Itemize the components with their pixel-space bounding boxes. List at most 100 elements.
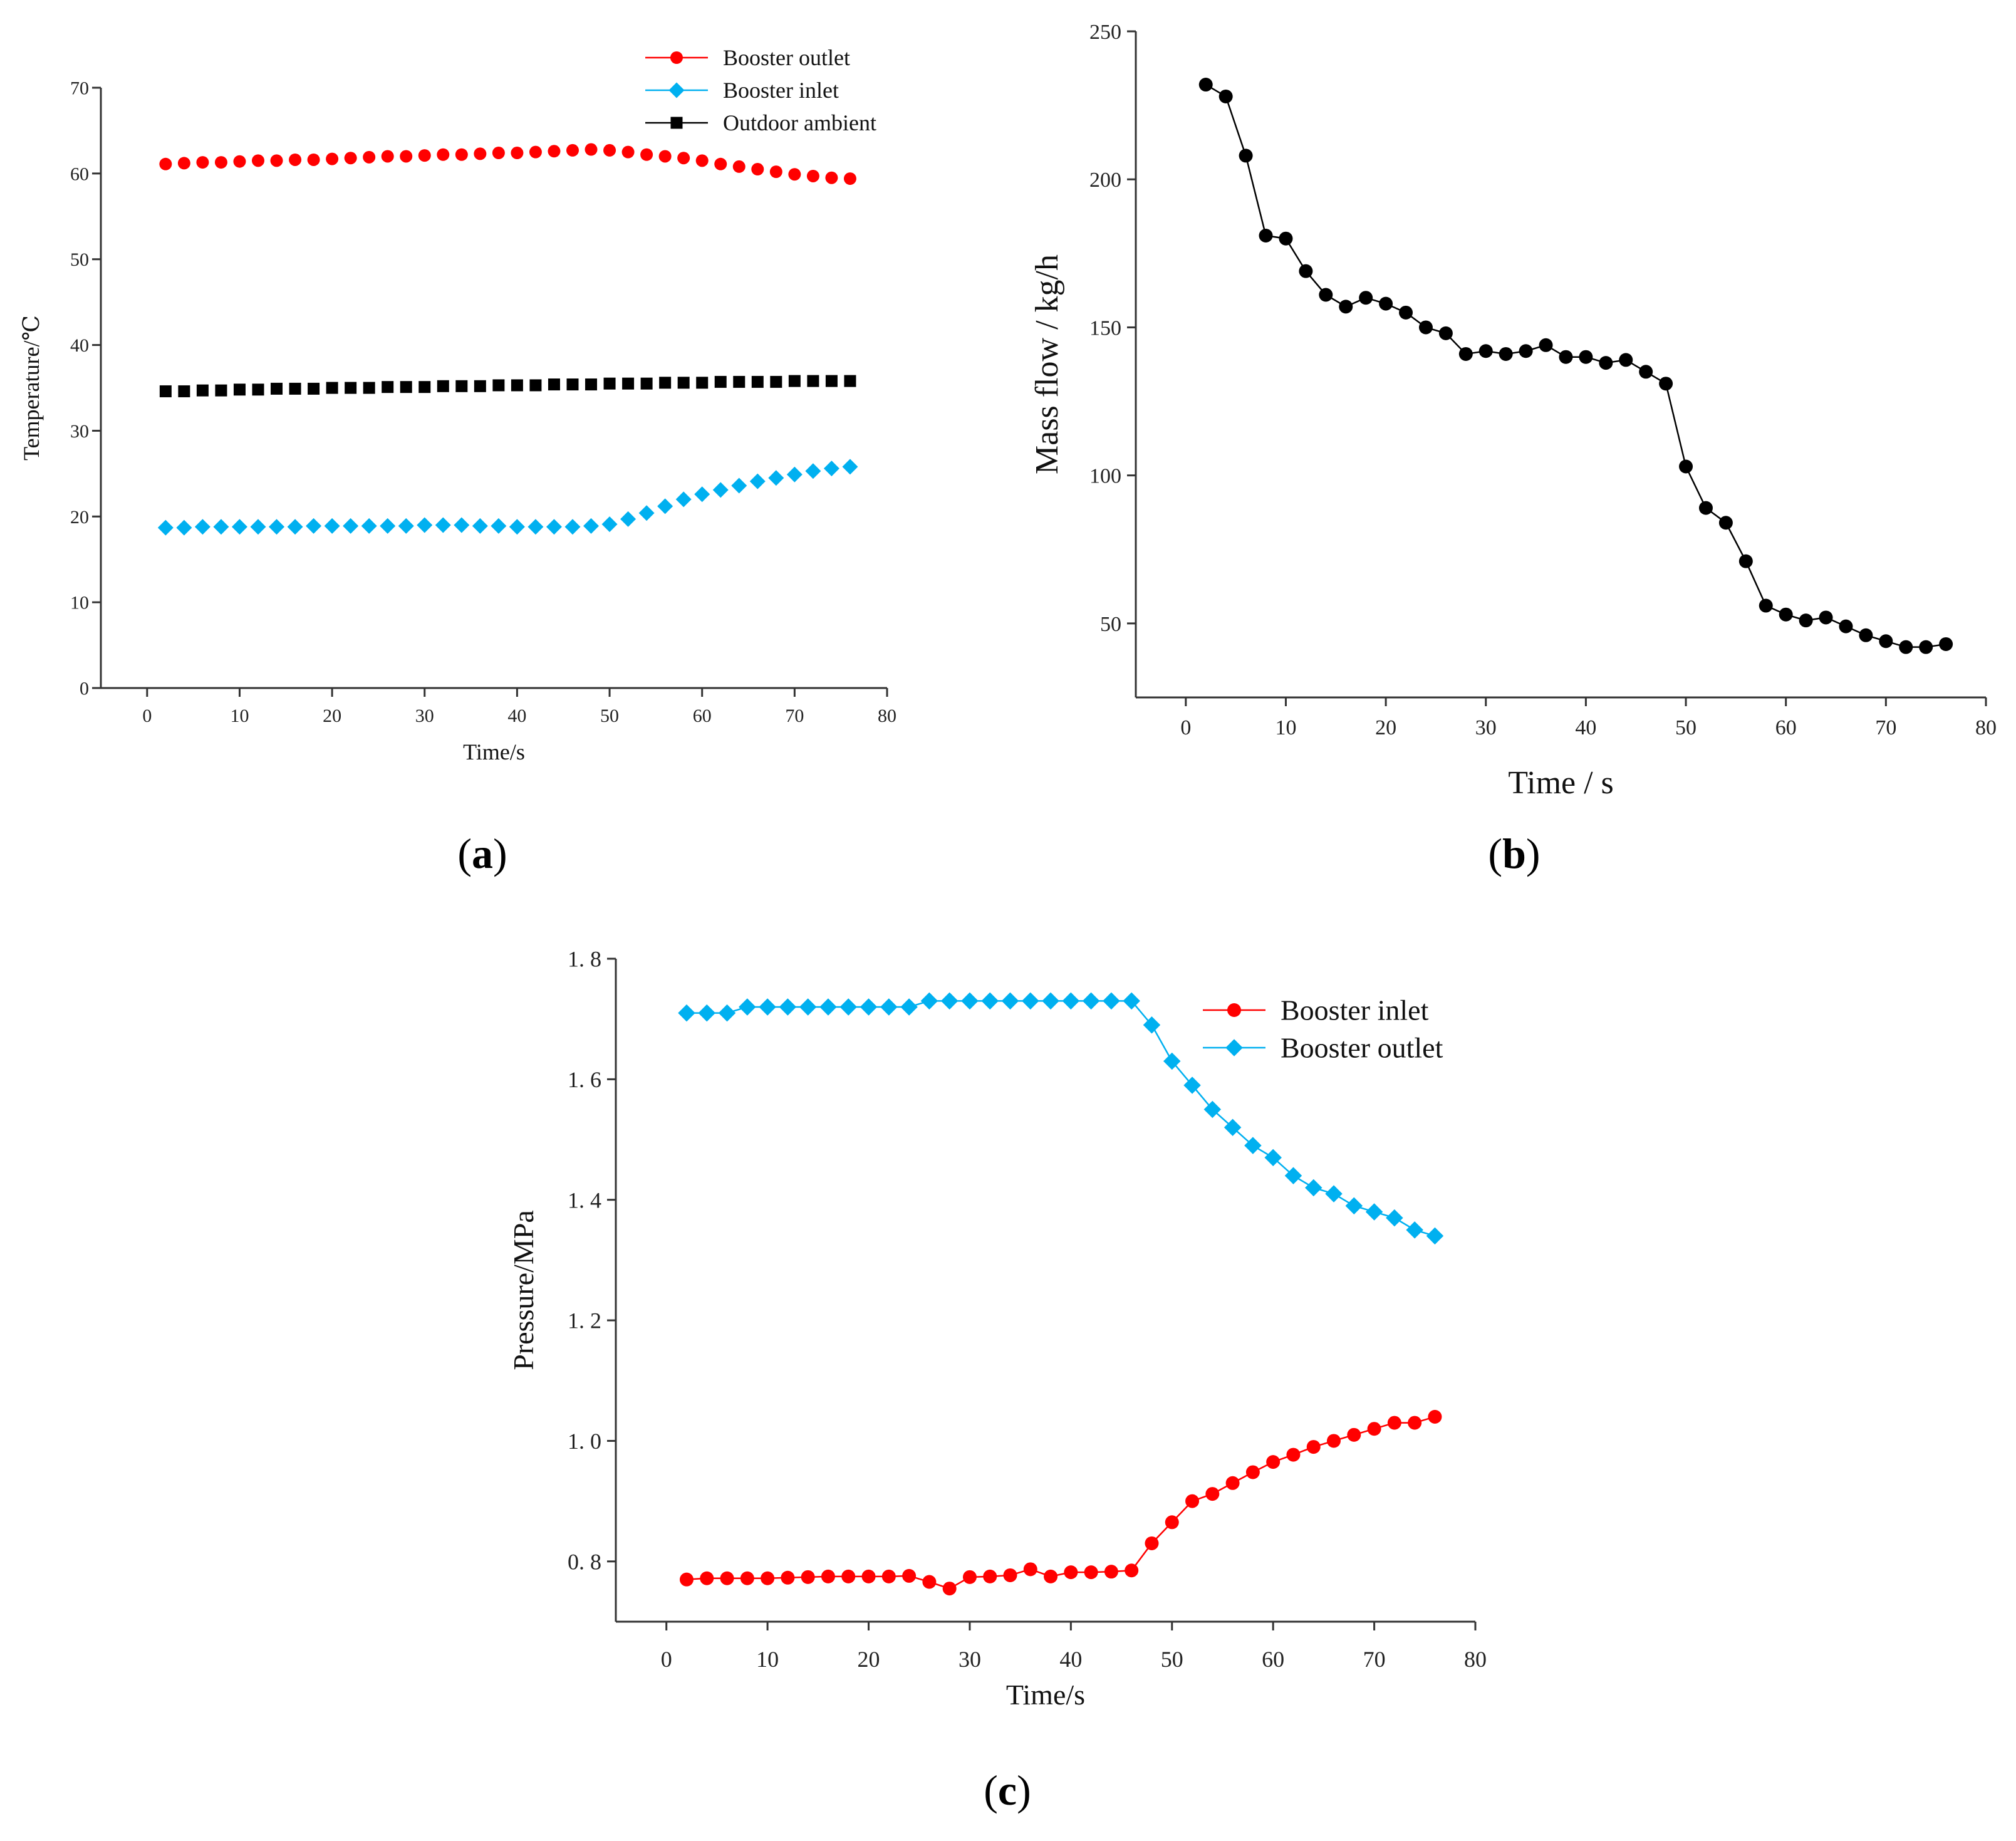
data-point [583,518,600,534]
data-point [308,382,320,395]
data-point [1899,640,1913,654]
data-point [1386,1209,1403,1227]
data-point [491,518,507,534]
data-point [1418,320,1433,335]
series-booster-inlet [679,1409,1442,1596]
x-tick-label: 0 [661,1647,672,1672]
data-point [1023,1562,1037,1577]
data-point [751,375,764,388]
panel-label: (c) [984,1766,1031,1814]
data-point [1738,554,1753,568]
series-booster-inlet [157,459,858,536]
data-point [474,147,487,160]
data-point [361,518,377,534]
data-point [1145,1536,1159,1550]
data-point [307,153,320,166]
data-point [1163,1052,1181,1070]
data-point [1426,1227,1444,1245]
x-axis-title: Time/s [463,739,525,764]
data-point [1345,1197,1363,1215]
x-tick-label: 10 [230,706,249,726]
data-point [548,378,560,391]
data-point [1165,1515,1179,1530]
legend: Booster outlet Booster inlet Outdoor ambie… [645,45,876,135]
data-point [1428,1409,1442,1424]
data-point [1539,338,1553,352]
data-point [511,379,523,392]
y-tick-label: 1. 0 [568,1429,601,1454]
y-tick-label: 20 [70,507,89,528]
data-point [1264,1149,1282,1167]
data-point [806,169,819,182]
data-point [751,163,764,176]
data-point [1639,365,1653,379]
x-tick-label: 50 [1161,1647,1183,1672]
data-point [1103,992,1120,1010]
data-point [271,382,283,395]
x-axis-title: Time/s [1006,1679,1085,1711]
series-mass-flow [1198,78,1953,654]
data-point [1001,992,1019,1010]
data-point [566,378,579,391]
data-point [733,375,746,388]
data-point [880,998,898,1016]
y-tick-label: 0 [80,679,89,699]
data-point [1939,637,1953,651]
data-point [1244,1137,1262,1154]
data-point [714,375,727,388]
x-tick-label: 20 [323,706,341,726]
data-point [759,998,776,1016]
data-point [807,375,819,387]
data-point [1198,78,1213,92]
y-axis-title: Temperature/℃ [19,315,44,461]
data-point [769,165,782,179]
panel-label-open: ( [457,830,472,877]
legend-marker [1225,1039,1243,1056]
data-point [345,382,357,394]
legend-marker [668,82,685,98]
x-tick-label: 20 [858,1647,880,1672]
data-point [1218,89,1233,103]
data-point [902,1568,917,1583]
series-booster-outlet [678,992,1444,1245]
data-point [900,998,918,1016]
data-point [799,998,817,1016]
data-point [400,150,413,163]
data-point [1779,607,1793,622]
y-tick-label: 1. 6 [568,1067,601,1092]
data-point [860,998,878,1016]
data-point [920,992,938,1010]
y-tick-label: 0. 8 [568,1549,601,1574]
data-point [509,519,525,535]
data-point [418,149,431,162]
data-point [740,1571,754,1585]
data-point [306,518,322,534]
x-tick-label: 0 [1180,716,1191,739]
x-tick-label: 30 [959,1647,981,1672]
x-tick-label: 40 [1575,716,1596,739]
data-point [400,381,412,394]
data-point [380,518,396,534]
data-point [805,463,821,479]
data-point [213,519,229,535]
data-point [437,148,450,161]
data-point [270,154,283,167]
x-tick-label: 70 [1363,1647,1386,1672]
data-point [781,1570,795,1585]
data-point [714,157,727,170]
y-tick-label: 1. 8 [568,947,601,972]
data-point [825,171,838,184]
data-point [233,383,246,396]
data-point [962,1570,977,1584]
data-point [1245,1465,1260,1479]
data-point [215,384,227,397]
data-point [1266,1455,1281,1469]
data-point [1279,231,1293,246]
legend-label: Booster outlet [1281,1032,1443,1064]
legend-marker [1227,1003,1241,1017]
data-point [1499,347,1513,361]
panel-label-close: ) [1526,830,1541,877]
data-point [287,519,303,535]
data-point [1698,501,1713,515]
